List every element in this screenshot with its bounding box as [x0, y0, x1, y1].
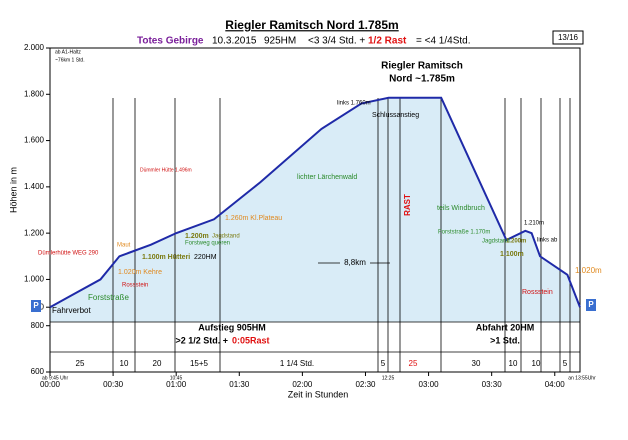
x-tick-label: 03:00 — [419, 380, 440, 389]
annotation: 1.020m — [575, 266, 602, 275]
x-tick-label: 01:00 — [166, 380, 187, 389]
annotation: Jagdstand — [212, 234, 240, 240]
annotation: Dümlerhütte WEG 290 — [38, 251, 99, 257]
x-tick-label: 01:30 — [229, 380, 250, 389]
annotation: 1.260m Kl.Plateau — [225, 215, 282, 222]
subtitle: 1/2 Rast — [368, 36, 407, 47]
annotation: 1.100m Hütteri — [142, 254, 190, 261]
annotation: 5 — [563, 359, 568, 368]
plot-frame — [49, 47, 581, 373]
annotation: P — [33, 301, 39, 310]
y-tick-label: 800 — [31, 321, 45, 330]
annotation: Forststraße — [88, 293, 129, 302]
subtitle: <3 3/4 Std. + — [308, 36, 365, 47]
annotation: RAST — [403, 194, 412, 216]
x-tick-label: 02:30 — [355, 380, 376, 389]
parking-box — [31, 300, 41, 312]
subtitle: 925HM — [264, 36, 296, 47]
annotation: ab A1-Haltz — [55, 49, 81, 55]
annotation: 220HM — [194, 254, 217, 261]
annotation: 1.020m Kehre — [118, 269, 162, 276]
annotation: 1 1/4 Std. — [280, 359, 314, 368]
annotation: Maut — [117, 243, 131, 249]
annotation: an 13:55Uhr — [568, 375, 596, 381]
y-axis-title: Höhen in m — [8, 167, 18, 213]
annotation: 20 — [153, 359, 162, 368]
annotation: ab 9:45 Uhr — [42, 375, 68, 381]
annotation: ~76km 1 Std. — [55, 57, 85, 63]
annotation: lichter Lärchenwald — [297, 174, 357, 181]
annotation: 15+5 — [190, 359, 209, 368]
annotation: 30 — [472, 359, 481, 368]
y-tick-label: 1.400 — [24, 182, 45, 191]
annotation: 25 — [409, 359, 418, 368]
annotation: Jagdstand — [482, 239, 510, 245]
annotation: Rossstein — [522, 289, 553, 296]
annotation: 25 — [76, 359, 85, 368]
annotation: Rossstein — [122, 283, 148, 289]
annotation: Forststraße 1.170m — [438, 230, 490, 236]
annotation: 10:45 — [170, 375, 183, 381]
annotation: links ab — [537, 238, 558, 244]
page-label: 13/16 — [558, 33, 579, 42]
x-tick-label: 02:00 — [292, 380, 313, 389]
annotation: 0:05Rast — [232, 335, 270, 345]
profile-line — [49, 96, 581, 309]
x-axis-title: Zeit in Stunden — [288, 389, 349, 399]
chart-title: Riegler Ramitsch Nord 1.785m — [225, 18, 398, 32]
subtitle: 10.3.2015 — [212, 36, 257, 47]
annotation: 10 — [532, 359, 541, 368]
annotation: 1.100m — [500, 251, 524, 258]
x-tick-label: 00:30 — [103, 380, 124, 389]
annotation: Aufstieg 905HM — [198, 322, 266, 332]
x-tick-label: 00:00 — [40, 380, 61, 389]
annotation: Nord ~1.785m — [389, 74, 455, 85]
annotation: >2 1/2 Std. + — [175, 335, 228, 345]
x-tick-label: 03:30 — [482, 380, 503, 389]
annotation: Schlussanstieg — [372, 112, 419, 119]
annotation: 10 — [509, 359, 518, 368]
y-tick-label: 1.800 — [24, 89, 45, 98]
annotation: Dümmler Hütte 1.496m — [140, 167, 192, 173]
annotation: 1.210m — [524, 221, 544, 227]
annotation: 1.200m — [185, 233, 209, 240]
subtitle: Totes Gebirge — [137, 36, 204, 47]
annotation: >1 Std. — [490, 335, 520, 345]
annotation: 12:25 — [382, 375, 395, 381]
y-tick-label: 1.200 — [24, 228, 45, 237]
annotation: Fahrverbot — [52, 306, 91, 315]
y-tick-label: 600 — [31, 367, 45, 376]
annotation: teils Windbruch — [437, 205, 485, 212]
y-tick-label: 1.000 — [24, 275, 45, 284]
x-tick-label: 04:00 — [545, 380, 566, 389]
annotation: links 1.760m — [337, 101, 371, 107]
area-fill — [50, 97, 580, 322]
subtitle: = <4 1/4Std. — [416, 36, 471, 47]
annotation: 1.200m — [506, 239, 526, 245]
annotation: 8,8km — [344, 258, 366, 267]
annotation: 10 — [120, 359, 129, 368]
y-tick-label: 1.600 — [24, 136, 45, 145]
annotation: Riegler Ramitsch — [381, 61, 463, 72]
page-box — [552, 30, 584, 45]
y-tick-label: 2.000 — [24, 43, 45, 52]
annotation: 5 — [381, 359, 386, 368]
annotation: P — [588, 300, 594, 309]
annotation: Forstweg queren — [185, 241, 230, 247]
annotation: Abfahrt 20HM — [476, 322, 535, 332]
parking-box — [586, 299, 596, 311]
